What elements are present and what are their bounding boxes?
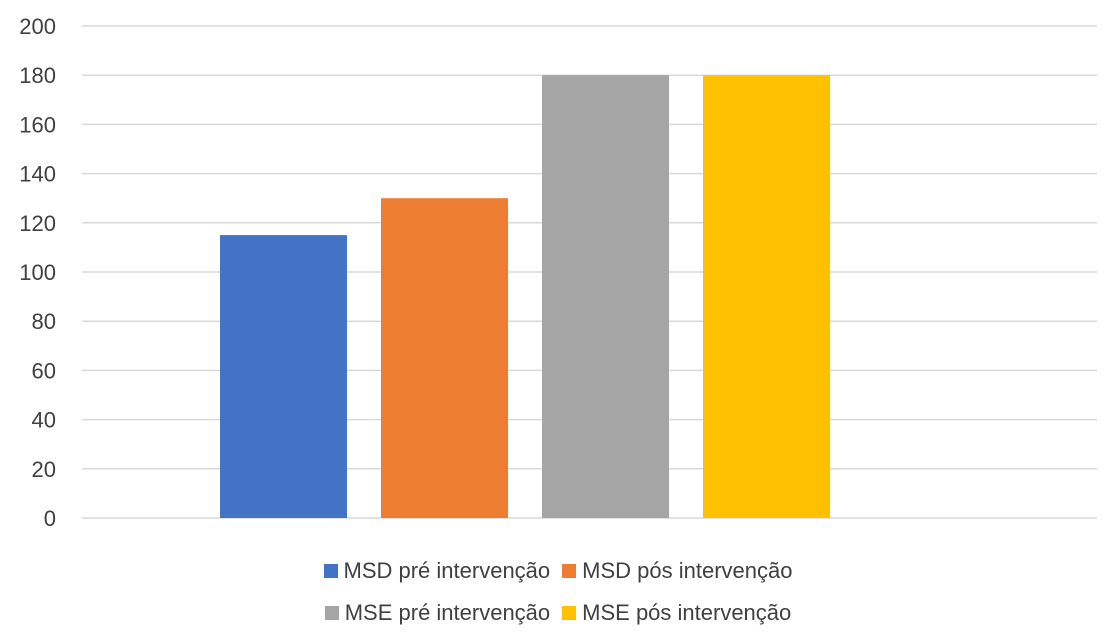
bar-3[interactable] <box>703 75 830 518</box>
legend-swatch-msd-pre <box>323 564 338 578</box>
y-tick-label: 160 <box>19 112 56 137</box>
y-tick-label: 80 <box>32 309 56 334</box>
legend-swatch-mse-pre <box>324 606 339 620</box>
legend-label-msd-pre: MSD pré intervenção <box>343 558 551 583</box>
y-tick-label: 0 <box>44 506 56 531</box>
y-tick-label: 120 <box>19 211 56 236</box>
legend-row-1: MSD pré intervenção MSD pós intervenção <box>0 558 1116 584</box>
bar-1[interactable] <box>381 198 508 518</box>
legend-label-mse-pre: MSE pré intervenção <box>344 600 551 625</box>
y-tick-label: 200 <box>19 14 56 39</box>
y-tick-label: 140 <box>19 162 56 187</box>
legend-item-msd-pre[interactable]: MSD pré intervenção <box>323 558 551 584</box>
bar-0[interactable] <box>220 235 347 518</box>
legend-item-mse-pos[interactable]: MSE pós intervenção <box>562 600 791 626</box>
bar-chart: 0 20 40 60 80 100 120 140 160 180 200 <box>19 14 1097 531</box>
bars <box>220 75 830 518</box>
y-tick-label: 180 <box>19 63 56 88</box>
y-tick-label: 20 <box>32 457 56 482</box>
bar-2[interactable] <box>542 75 669 518</box>
y-axis-ticks: 0 20 40 60 80 100 120 140 160 180 200 <box>19 14 56 531</box>
legend-label-msd-pos: MSD pós intervenção <box>582 558 793 583</box>
legend-item-msd-pos[interactable]: MSD pós intervenção <box>562 558 792 584</box>
legend-swatch-msd-pos <box>562 564 577 578</box>
legend-row-2: MSE pré intervenção MSE pós intervenção <box>0 600 1116 626</box>
legend-label-mse-pos: MSE pós intervenção <box>582 600 792 625</box>
y-tick-label: 40 <box>32 408 56 433</box>
y-tick-label: 60 <box>32 358 56 383</box>
legend-item-mse-pre[interactable]: MSE pré intervenção <box>324 600 551 626</box>
legend-swatch-mse-pos <box>562 606 577 620</box>
y-tick-label: 100 <box>19 260 56 285</box>
